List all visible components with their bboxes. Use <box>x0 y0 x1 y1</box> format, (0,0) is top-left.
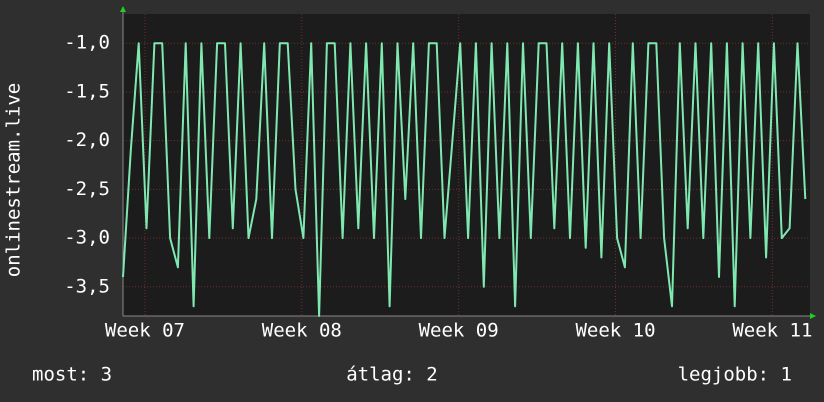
x-axis-arrow <box>810 313 816 319</box>
x-tick-label: Week 08 <box>262 320 342 342</box>
y-tick-label: -1,5 <box>64 80 110 102</box>
footer-current: most: 3 <box>32 364 112 386</box>
x-tick-label: Week 10 <box>575 320 655 342</box>
y-tick-label: -2,5 <box>64 178 110 200</box>
y-axis-arrow <box>120 6 126 12</box>
x-tick-label: Week 07 <box>105 320 185 342</box>
y-tick-label: -1,0 <box>64 32 110 54</box>
y-tick-label: -3,0 <box>64 227 110 249</box>
y-axis-label: onlinestream.live <box>3 83 25 277</box>
footer-best: legjobb: 1 <box>678 364 792 386</box>
x-tick-label: Week 09 <box>419 320 499 342</box>
data-line <box>122 42 807 317</box>
x-tick-label: Week 11 <box>732 320 812 342</box>
y-tick-label: -2,0 <box>64 129 110 151</box>
footer-average: átlag: 2 <box>346 364 438 386</box>
y-tick-label: -3,5 <box>64 275 110 297</box>
